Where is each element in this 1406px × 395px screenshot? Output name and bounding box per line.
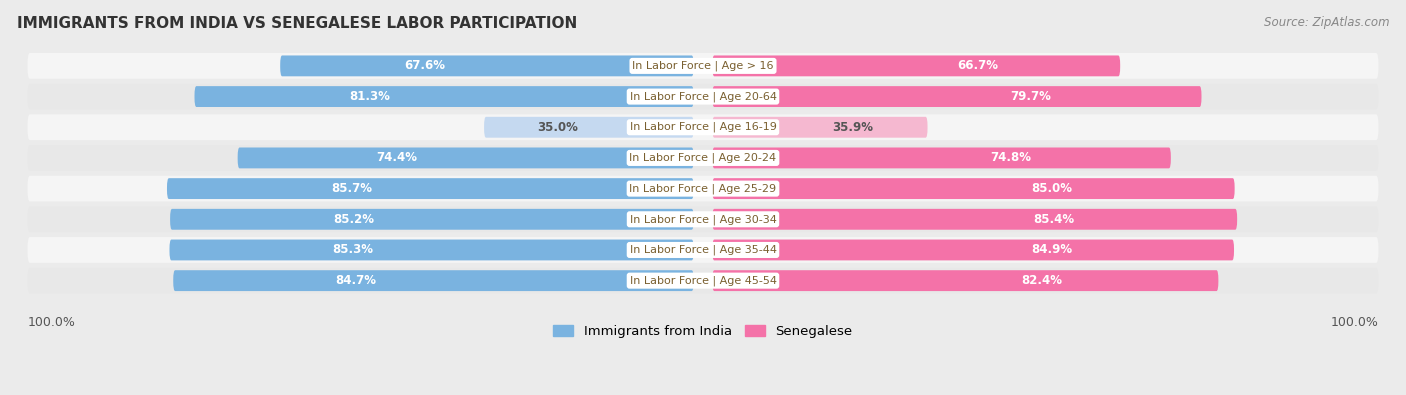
Text: 79.7%: 79.7%	[1010, 90, 1050, 103]
Text: In Labor Force | Age 30-34: In Labor Force | Age 30-34	[630, 214, 776, 224]
FancyBboxPatch shape	[28, 145, 1378, 171]
FancyBboxPatch shape	[28, 237, 1378, 263]
FancyBboxPatch shape	[713, 239, 1234, 260]
FancyBboxPatch shape	[484, 117, 693, 138]
Text: 85.2%: 85.2%	[333, 213, 374, 226]
Text: In Labor Force | Age 45-54: In Labor Force | Age 45-54	[630, 275, 776, 286]
Text: 85.3%: 85.3%	[332, 243, 374, 256]
FancyBboxPatch shape	[28, 176, 1378, 201]
Text: 100.0%: 100.0%	[28, 316, 76, 329]
Text: In Labor Force | Age 16-19: In Labor Force | Age 16-19	[630, 122, 776, 132]
Text: In Labor Force | Age 25-29: In Labor Force | Age 25-29	[630, 183, 776, 194]
Text: 74.4%: 74.4%	[377, 151, 418, 164]
Text: 35.9%: 35.9%	[832, 121, 873, 134]
Text: In Labor Force | Age 20-64: In Labor Force | Age 20-64	[630, 91, 776, 102]
FancyBboxPatch shape	[28, 207, 1378, 232]
FancyBboxPatch shape	[170, 239, 693, 260]
Text: 85.7%: 85.7%	[330, 182, 371, 195]
FancyBboxPatch shape	[713, 86, 1202, 107]
Text: 67.6%: 67.6%	[405, 59, 446, 72]
Text: 85.4%: 85.4%	[1033, 213, 1074, 226]
FancyBboxPatch shape	[238, 147, 693, 168]
Text: 84.7%: 84.7%	[335, 274, 375, 287]
FancyBboxPatch shape	[167, 178, 693, 199]
FancyBboxPatch shape	[713, 209, 1237, 230]
FancyBboxPatch shape	[713, 55, 1121, 76]
Text: 85.0%: 85.0%	[1032, 182, 1073, 195]
Text: In Labor Force | Age 20-24: In Labor Force | Age 20-24	[630, 153, 776, 163]
Text: In Labor Force | Age 35-44: In Labor Force | Age 35-44	[630, 245, 776, 255]
FancyBboxPatch shape	[713, 178, 1234, 199]
Text: 74.8%: 74.8%	[990, 151, 1031, 164]
Text: 81.3%: 81.3%	[349, 90, 389, 103]
FancyBboxPatch shape	[28, 268, 1378, 293]
FancyBboxPatch shape	[280, 55, 693, 76]
FancyBboxPatch shape	[28, 115, 1378, 140]
Text: Source: ZipAtlas.com: Source: ZipAtlas.com	[1264, 16, 1389, 29]
Text: 35.0%: 35.0%	[537, 121, 578, 134]
FancyBboxPatch shape	[28, 53, 1378, 79]
FancyBboxPatch shape	[173, 270, 693, 291]
Text: 82.4%: 82.4%	[1021, 274, 1062, 287]
FancyBboxPatch shape	[713, 147, 1171, 168]
FancyBboxPatch shape	[713, 270, 1219, 291]
FancyBboxPatch shape	[170, 209, 693, 230]
FancyBboxPatch shape	[713, 117, 928, 138]
Legend: Immigrants from India, Senegalese: Immigrants from India, Senegalese	[548, 320, 858, 343]
Text: IMMIGRANTS FROM INDIA VS SENEGALESE LABOR PARTICIPATION: IMMIGRANTS FROM INDIA VS SENEGALESE LABO…	[17, 16, 576, 31]
FancyBboxPatch shape	[194, 86, 693, 107]
FancyBboxPatch shape	[28, 84, 1378, 109]
Text: In Labor Force | Age > 16: In Labor Force | Age > 16	[633, 61, 773, 71]
Text: 84.9%: 84.9%	[1031, 243, 1071, 256]
Text: 66.7%: 66.7%	[957, 59, 998, 72]
Text: 100.0%: 100.0%	[1330, 316, 1378, 329]
